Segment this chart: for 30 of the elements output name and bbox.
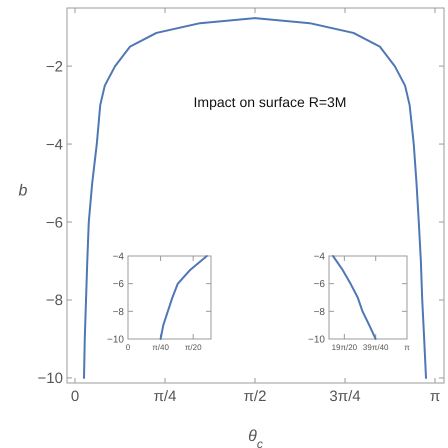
line-series	[160, 255, 208, 340]
y-tick-label: −10	[308, 334, 326, 346]
y-tick-label: −8	[46, 292, 63, 310]
y-tick-label: −10	[38, 370, 63, 388]
x-tick-label: π	[430, 388, 440, 405]
y-tick-label: −4	[112, 252, 124, 262]
y-axis-title: b	[18, 182, 28, 200]
x-axis-title: θ$_{c}$	[248, 428, 263, 448]
x-tick-label: 0	[126, 343, 131, 352]
line-series	[332, 255, 377, 340]
x-tick-label: 19π/20	[332, 343, 358, 352]
y-tick-label: −8	[314, 306, 326, 318]
y-tick-label: −6	[112, 279, 124, 290]
y-tick-label: −6	[46, 214, 63, 232]
x-tick-label: π/40	[152, 343, 170, 352]
x-tick-label: π/4	[154, 388, 176, 405]
y-tick-label: −4	[46, 136, 63, 154]
line-series	[83, 17, 428, 379]
annotation: Impact on surface R=3M	[194, 94, 346, 110]
y-tick-label: −4	[314, 252, 326, 262]
x-tick-label: 39π/40	[362, 343, 390, 352]
y-tick-label: −2	[46, 58, 63, 76]
y-tick-label: −10	[107, 334, 124, 346]
x-tick-label: π/2	[244, 388, 266, 405]
x-tick-label: π/20	[184, 343, 202, 352]
y-tick-label: −6	[314, 279, 326, 290]
x-tick-label: 0	[70, 388, 80, 405]
y-tick-label: −8	[112, 306, 124, 318]
x-tick-label: 3π/4	[329, 388, 361, 405]
x-tick-label: π	[404, 343, 410, 352]
